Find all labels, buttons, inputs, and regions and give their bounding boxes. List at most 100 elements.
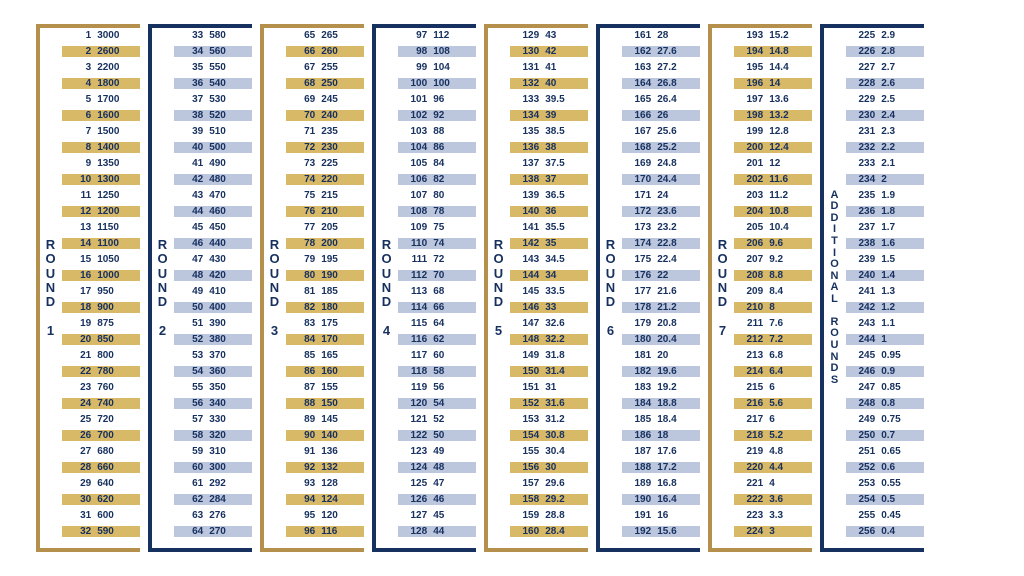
pick-number: 141 — [510, 222, 542, 233]
pick-number: 84 — [286, 334, 318, 345]
pick-number: 171 — [622, 190, 654, 201]
column-label: ROUND 1 — [40, 28, 62, 548]
column-label-char: N — [494, 281, 504, 295]
pick-number: 149 — [510, 350, 542, 361]
pick-value: 23.2 — [654, 222, 700, 233]
table-row: 32200 — [62, 60, 140, 76]
pick-number: 61 — [174, 478, 206, 489]
table-row: 2500.7 — [846, 428, 924, 444]
column-rows: 6526566260672556825069245702407123572230… — [286, 28, 364, 548]
pick-number: 249 — [846, 414, 878, 425]
pick-value: 12.4 — [766, 142, 812, 153]
pick-number: 226 — [846, 46, 878, 57]
table-row: 15630 — [510, 460, 588, 476]
pick-number: 206 — [734, 238, 766, 249]
pick-number: 117 — [398, 350, 430, 361]
pick-number: 159 — [510, 510, 542, 521]
pick-number: 67 — [286, 62, 318, 73]
pick-number: 150 — [510, 366, 542, 377]
table-row: 14135.5 — [510, 220, 588, 236]
column-label-char: N — [46, 281, 56, 295]
column-label-char: 7 — [719, 324, 727, 338]
pick-value: 28.8 — [542, 510, 588, 521]
pick-value: 72 — [430, 254, 476, 265]
pick-value: 580 — [206, 30, 252, 41]
table-row: 29640 — [62, 476, 140, 492]
pick-number: 36 — [174, 78, 206, 89]
pick-value: 1600 — [94, 110, 140, 121]
table-row: 27680 — [62, 444, 140, 460]
table-row: 15331.2 — [510, 412, 588, 428]
pick-number: 17 — [62, 286, 94, 297]
pick-value: 26.4 — [654, 94, 700, 105]
pick-value: 32.2 — [542, 334, 588, 345]
pick-number: 107 — [398, 190, 430, 201]
pick-value: 0.8 — [878, 398, 924, 409]
pick-number: 20 — [62, 334, 94, 345]
table-row: 74220 — [286, 172, 364, 188]
pick-number: 154 — [510, 430, 542, 441]
pick-number: 155 — [510, 446, 542, 457]
pick-number: 221 — [734, 478, 766, 489]
pick-number: 52 — [174, 334, 206, 345]
pick-value: 128 — [318, 478, 364, 489]
table-row: 12745 — [398, 508, 476, 524]
pick-number: 178 — [622, 302, 654, 313]
pick-number: 170 — [622, 174, 654, 185]
pick-number: 132 — [510, 78, 542, 89]
pick-value: 37.5 — [542, 158, 588, 169]
pick-value: 26 — [654, 110, 700, 121]
pick-value: 430 — [206, 254, 252, 265]
table-row: 17223.6 — [622, 204, 700, 220]
pick-value: 7.2 — [766, 334, 812, 345]
pick-number: 128 — [398, 526, 430, 537]
table-row: 51700 — [62, 92, 140, 108]
pick-number: 122 — [398, 430, 430, 441]
table-row: 2098.4 — [734, 284, 812, 300]
table-row: 71235 — [286, 124, 364, 140]
pick-value: 3.6 — [766, 494, 812, 505]
pick-value: 2200 — [94, 62, 140, 73]
table-row: 2079.2 — [734, 252, 812, 268]
pick-value: 590 — [94, 526, 140, 537]
pick-value: 620 — [94, 494, 140, 505]
pick-value: 13.2 — [766, 110, 812, 121]
table-row: 77205 — [286, 220, 364, 236]
pick-value: 160 — [318, 366, 364, 377]
table-row: 10486 — [398, 140, 476, 156]
pick-value: 124 — [318, 494, 364, 505]
pick-number: 180 — [622, 334, 654, 345]
table-row: 17422.8 — [622, 236, 700, 252]
pick-number: 19 — [62, 318, 94, 329]
pick-value: 36 — [542, 206, 588, 217]
table-row: 60300 — [174, 460, 252, 476]
pick-value: 13.6 — [766, 94, 812, 105]
pick-value: 10.4 — [766, 222, 812, 233]
pick-number: 220 — [734, 462, 766, 473]
pick-number: 181 — [622, 350, 654, 361]
column-rows: 2252.92262.82272.72282.62292.52302.42312… — [846, 28, 924, 548]
pick-number: 95 — [286, 510, 318, 521]
pick-value: 29.2 — [542, 494, 588, 505]
pick-value: 850 — [94, 334, 140, 345]
table-row: 2371.7 — [846, 220, 924, 236]
pick-value: 30.8 — [542, 430, 588, 441]
pick-number: 138 — [510, 174, 542, 185]
table-row: 49410 — [174, 284, 252, 300]
column-label-char: U — [46, 267, 56, 281]
pick-value: 132 — [318, 462, 364, 473]
pick-value: 18 — [654, 430, 700, 441]
pick-number: 45 — [174, 222, 206, 233]
column-label-char: D — [606, 295, 616, 309]
pick-number: 25 — [62, 414, 94, 425]
pick-number: 66 — [286, 46, 318, 57]
pick-number: 11 — [62, 190, 94, 201]
table-row: 42480 — [174, 172, 252, 188]
pick-value: 16 — [654, 510, 700, 521]
pick-value: 68 — [430, 286, 476, 297]
pick-number: 156 — [510, 462, 542, 473]
pick-value: 210 — [318, 206, 364, 217]
pick-value: 1400 — [94, 142, 140, 153]
pick-value: 116 — [318, 526, 364, 537]
pick-number: 26 — [62, 430, 94, 441]
